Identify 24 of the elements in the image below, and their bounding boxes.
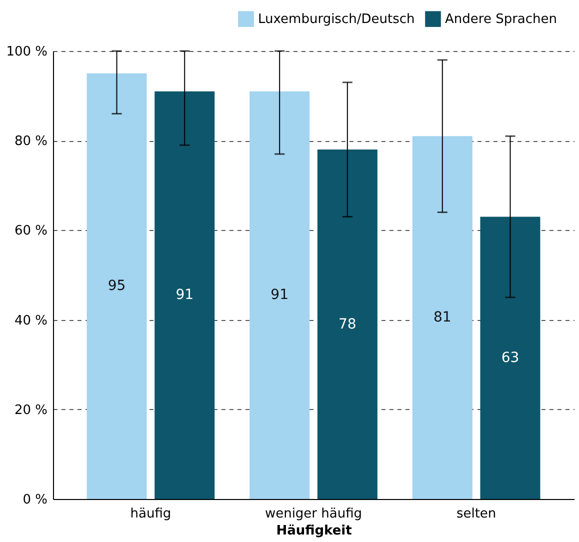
x-tick-label: weniger häufig xyxy=(264,506,362,522)
y-tick-label: 20 % xyxy=(14,402,48,418)
bar xyxy=(317,150,378,499)
y-tick-label: 60 % xyxy=(14,224,48,239)
data-label: 81 xyxy=(433,310,452,326)
bar xyxy=(412,136,472,499)
data-label: 91 xyxy=(176,287,194,304)
y-tick-label: 80 % xyxy=(14,134,48,150)
y-tick-label: 100 % xyxy=(6,44,48,60)
bar xyxy=(154,91,215,499)
x-tick-label: selten xyxy=(456,506,496,522)
legend-label: Luxemburgisch/Deutsch xyxy=(258,12,415,28)
x-axis-title: Häufigkeit xyxy=(276,524,352,538)
data-label: 63 xyxy=(501,350,520,366)
x-tick-label: häufig xyxy=(130,506,172,522)
data-label: 78 xyxy=(338,316,356,332)
y-tick-label: 0 % xyxy=(22,492,48,508)
legend-label: Andere Sprachen xyxy=(445,12,558,28)
data-label: 91 xyxy=(270,287,288,304)
y-tick-label: 40 % xyxy=(14,313,48,328)
bar xyxy=(250,91,310,499)
data-label: 95 xyxy=(108,278,126,294)
bar xyxy=(480,216,540,499)
bar xyxy=(86,73,147,499)
